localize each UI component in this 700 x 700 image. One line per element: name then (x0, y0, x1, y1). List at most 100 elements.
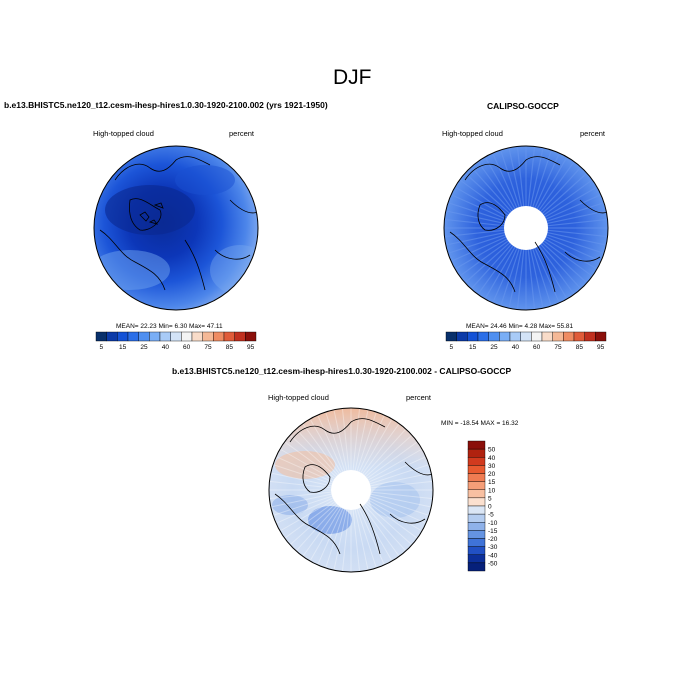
panel-1-title: b.e13.BHISTC5.ne120_t12.cesm-ihesp-hires… (4, 100, 328, 110)
figure-title: DJF (333, 66, 372, 89)
panel-3-colorbar-swatch (467, 497, 486, 507)
panel-3-colorbar-tick-label: -50 (488, 560, 498, 567)
panel-3-colorbar-tick-label: -5 (488, 512, 494, 519)
panel-3-units-label: percent (406, 393, 432, 402)
panel-1-colorbar-tick-label: 75 (204, 344, 212, 351)
panel-3-colorbar-tick-label: -40 (488, 552, 498, 559)
panel-3-stats: MIN = -18.54 MAX = 16.32 (441, 420, 519, 427)
panel-2-colorbar-swatch (520, 331, 532, 342)
panel-2-colorbar-swatch (531, 331, 543, 342)
panel-3-coastlines (274, 418, 433, 555)
panel-2-colorbar-swatch (541, 331, 553, 342)
panel-2-colorbar-tick-label: 95 (597, 344, 605, 351)
panel-3-colorbar-swatch (467, 513, 486, 523)
panel-2-title: CALIPSO-GOCCP (487, 101, 559, 111)
panel-1-units-label: percent (229, 129, 255, 138)
panel-2-stats: MEAN= 24.46 Min= 4.28 Max= 55.81 (466, 323, 574, 330)
panel-3-colorbar-tick-label: 30 (488, 463, 496, 470)
panel-3-variable-label: High-topped cloud (268, 393, 329, 402)
panel-2-variable-label: High-topped cloud (442, 129, 503, 138)
panel-3-polar-gap (331, 470, 371, 510)
panel-1-colorbar-swatch (245, 331, 257, 342)
panel-3-colorbar-tick-label: 0 (488, 504, 492, 511)
panel-3-colorbar-swatch (467, 473, 486, 482)
panel-3-colorbar-swatch (467, 538, 486, 547)
panel-1-colorbar-swatch (159, 331, 171, 342)
panel-1-colorbar-swatch (149, 331, 161, 342)
panel-1-colorbar-swatch (95, 331, 107, 342)
panel-1-colorbar-tick-label: 60 (183, 344, 191, 351)
panel-2-colorbar-tick-label: 75 (554, 344, 562, 351)
panel-1-colorbar-swatch (213, 331, 225, 342)
panel-2-colorbar-tick-label: 15 (469, 344, 477, 351)
panel-1-colorbar-swatch (106, 331, 118, 342)
panel-2-colorbar-swatch (563, 331, 575, 342)
panel-3-colorbar-swatch (467, 440, 486, 450)
panel-1-colorbar-swatch (223, 331, 235, 342)
panel-1-colorbar-swatch (117, 331, 129, 342)
panel-3-colorbar-swatch (467, 530, 486, 539)
panel-3-colorbar-swatch (467, 562, 486, 572)
panel-3-colorbar-swatch (467, 481, 486, 490)
panel-1-colorbar-tick-label: 25 (140, 344, 148, 351)
panel-1-coastlines (99, 156, 258, 291)
panel-3-colorbar-tick-label: -30 (488, 544, 498, 551)
panel-3-colorbar-swatch (467, 522, 486, 531)
panel-1-colorbar-swatch (191, 331, 203, 342)
panel-1-colorbar: 5 15 25 40 60 75 85 95 (95, 331, 257, 351)
panel-1-colorbar-swatch (138, 331, 150, 342)
panel-2-colorbar-tick-label: 5 (450, 344, 454, 351)
panel-3-colorbar-swatch (467, 505, 486, 515)
panel-2-colorbar-tick-label: 25 (490, 344, 498, 351)
panel-3-colorbar-tick-label: 10 (488, 487, 496, 494)
panel-1-colorbar-tick-label: 5 (100, 344, 104, 351)
panel-2-map (443, 145, 609, 311)
panel-3-colorbar-tick-label: 50 (488, 447, 496, 454)
panel-2-colorbar-swatch (477, 331, 489, 342)
panel-1-stats: MEAN= 22.23 Min= 6.30 Max= 47.11 (116, 323, 223, 330)
panel-2-polar-gap (504, 206, 548, 250)
panel-3-map (268, 407, 434, 573)
panel-3-colorbar-tick-label: -20 (488, 536, 498, 543)
panel-1-colorbar-swatch (170, 331, 182, 342)
panel-2-colorbar-tick-label: 85 (576, 344, 584, 351)
panel-2-colorbar-swatch (584, 331, 596, 342)
panel-1-variable-label: High-topped cloud (93, 129, 154, 138)
panel-2-colorbar-swatch (445, 331, 457, 342)
panel-3-colorbar-tick-label: -15 (488, 528, 498, 535)
panel-3-colorbar-tick-label: 15 (488, 479, 496, 486)
panel-3-colorbar-swatch (467, 546, 486, 555)
panel-3-colorbar-swatch (467, 465, 486, 474)
panel-2-colorbar-swatch (595, 331, 607, 342)
panel-3-colorbar-swatch (467, 489, 486, 499)
panel-2-colorbar-swatch (552, 331, 564, 342)
panel-2-colorbar-swatch (456, 331, 468, 342)
panel-1-colorbar-tick-label: 95 (247, 344, 255, 351)
panel-2-colorbar-swatch (573, 331, 585, 342)
panel-1-colorbar-tick-label: 85 (226, 344, 234, 351)
panel-1-map (93, 145, 259, 311)
panel-1-colorbar-swatch (202, 331, 214, 342)
panel-1-colorbar-swatch (181, 331, 193, 342)
panel-2-colorbar-swatch (509, 331, 521, 342)
panel-1-colorbar-tick-label: 15 (119, 344, 127, 351)
panel-1-colorbar-tick-label: 40 (162, 344, 170, 351)
panel-3-colorbar-swatch (467, 554, 486, 564)
panel-2-colorbar-swatch (499, 331, 511, 342)
panel-2-colorbar-swatch (467, 331, 479, 342)
panel-3-colorbar-swatch (467, 457, 486, 466)
panel-3-colorbar-tick-label: 20 (488, 471, 496, 478)
panel-2-colorbar-tick-label: 60 (533, 344, 541, 351)
panel-1-colorbar-swatch (234, 331, 246, 342)
panel-2-colorbar: 5 15 25 40 60 75 85 95 (445, 331, 607, 351)
panel-3-colorbar-tick-label: 5 (488, 495, 492, 502)
panel-2-coastlines (449, 156, 608, 293)
panel-3-colorbar-tick-label: -10 (488, 520, 498, 527)
panel-2-colorbar-swatch (488, 331, 500, 342)
panel-3-colorbar-tick-label: 40 (488, 455, 496, 462)
panel-3-title: b.e13.BHISTC5.ne120_t12.cesm-ihesp-hires… (172, 366, 512, 376)
panel-2-colorbar-tick-label: 40 (512, 344, 520, 351)
panel-1-colorbar-swatch (127, 331, 139, 342)
